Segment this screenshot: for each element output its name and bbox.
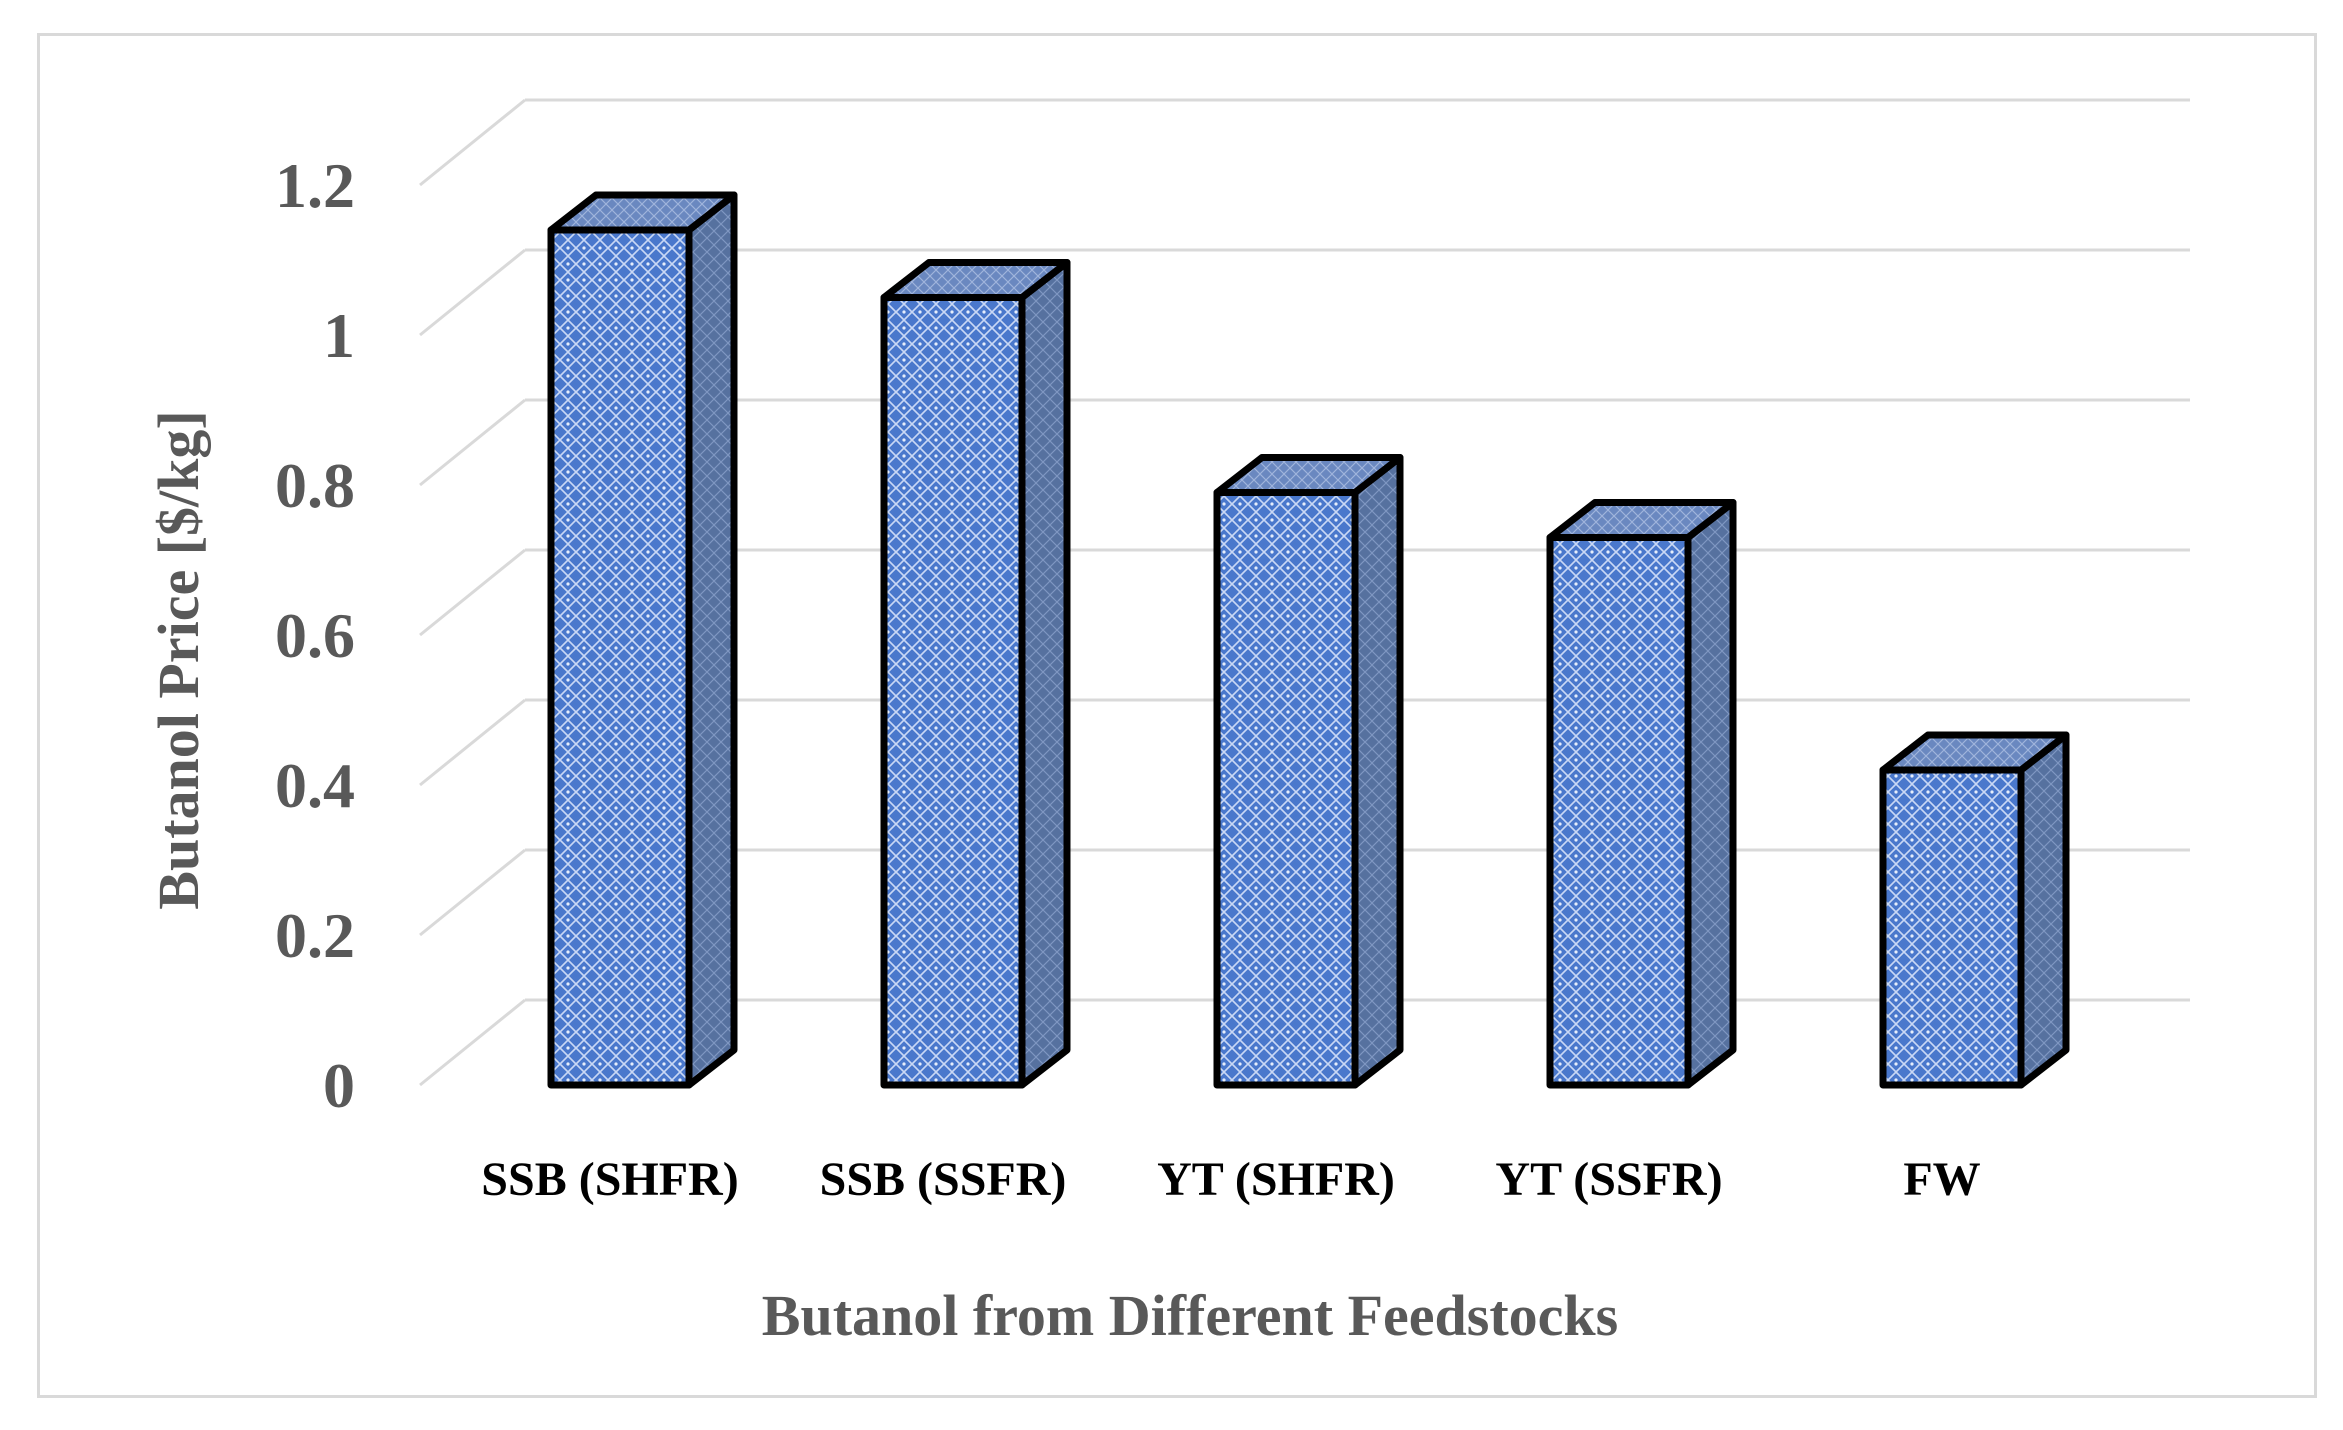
bar-side-face	[1018, 259, 1071, 1089]
gridline-diag-3	[419, 548, 526, 637]
y-axis-title: Butanol Price [$/kg]	[146, 410, 211, 909]
bar	[1879, 731, 2070, 1089]
y-tick-label: 0.4	[275, 750, 355, 821]
x-tick-label: SSB (SSFR)	[820, 1153, 1067, 1206]
gridline-diag-0	[419, 998, 526, 1087]
bar-side-face	[1684, 499, 1737, 1089]
bar	[547, 191, 738, 1089]
x-tick-labels: SSB (SHFR) SSB (SSFR) YT (SHFR) YT (SSFR) FW	[481, 1153, 1980, 1206]
bar-side-face	[2017, 731, 2070, 1089]
bar	[1213, 454, 1404, 1089]
chart-frame	[37, 33, 2317, 1398]
x-tick-label: YT (SSFR)	[1495, 1153, 1722, 1206]
y-tick-labels: 0 0.2 0.4 0.6 0.8 1 1.2	[275, 150, 355, 1121]
bar-front-face	[880, 294, 1026, 1089]
gridline-diag-2	[419, 698, 526, 787]
bar	[880, 259, 1071, 1089]
bar-front-face	[1879, 766, 2025, 1089]
bar-front-face	[547, 226, 693, 1089]
gridline-diag-4	[419, 398, 526, 487]
bar-side-face	[1351, 454, 1404, 1089]
bar-side-face	[685, 191, 738, 1089]
y-tick-label: 0.6	[275, 600, 355, 671]
y-tick-label: 0	[323, 1050, 355, 1121]
bar	[1546, 499, 1737, 1089]
y-tick-label: 1.2	[275, 150, 355, 221]
bar-front-face	[1213, 489, 1359, 1089]
gridline-diag-6	[419, 98, 526, 187]
y-tick-label: 0.2	[275, 900, 355, 971]
x-tick-label: YT (SHFR)	[1157, 1153, 1395, 1206]
gridline-diag-1	[419, 848, 526, 937]
bars	[547, 191, 2070, 1089]
gridline-diag-5	[419, 248, 526, 337]
y-tick-label: 0.8	[275, 450, 355, 521]
x-tick-label: SSB (SHFR)	[481, 1153, 738, 1206]
x-axis-title: Butanol from Different Feedstocks	[762, 1283, 1618, 1348]
bar-front-face	[1546, 534, 1692, 1089]
y-tick-label: 1	[323, 300, 355, 371]
x-tick-label: FW	[1903, 1153, 1980, 1206]
